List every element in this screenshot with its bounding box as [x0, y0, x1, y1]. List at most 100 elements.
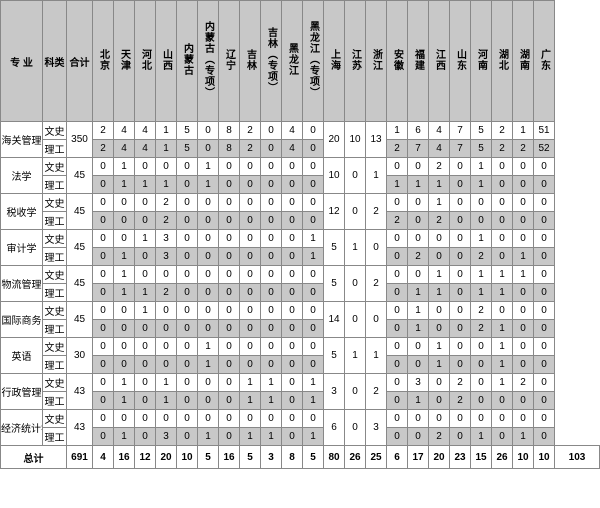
- value-cell: 0: [198, 266, 219, 284]
- value-cell: 1: [198, 176, 219, 194]
- value-cell: 0: [177, 320, 198, 338]
- value-cell: 0: [387, 158, 408, 176]
- value-cell: 0: [282, 356, 303, 374]
- value-cell: 0: [471, 374, 492, 392]
- value-cell: 1: [429, 194, 450, 212]
- value-cell: 0: [219, 410, 240, 428]
- value-cell: 1: [429, 356, 450, 374]
- value-cell: 0: [261, 266, 282, 284]
- value-cell: 0: [219, 212, 240, 230]
- value-cell: 1: [408, 302, 429, 320]
- value-cell: 2: [429, 428, 450, 446]
- value-cell: 0: [471, 356, 492, 374]
- value-cell: 0: [303, 212, 324, 230]
- value-cell: 4: [114, 122, 135, 140]
- value-cell: 0: [240, 158, 261, 176]
- value-cell: 0: [429, 410, 450, 428]
- value-cell: 0: [387, 320, 408, 338]
- value-cell: 3: [156, 428, 177, 446]
- value-cell: 1: [429, 338, 450, 356]
- value-cell: 1: [429, 176, 450, 194]
- value-cell: 0: [282, 392, 303, 410]
- value-cell: 0: [303, 356, 324, 374]
- value-cell: 1: [345, 230, 366, 266]
- grand-total-cell: 20: [156, 446, 177, 469]
- value-cell: 0: [261, 176, 282, 194]
- value-cell: 0: [135, 248, 156, 266]
- value-cell: 2: [471, 248, 492, 266]
- value-cell: 1: [156, 122, 177, 140]
- value-cell: 1: [471, 428, 492, 446]
- header-cell: 辽宁: [219, 1, 240, 122]
- value-cell: 0: [345, 194, 366, 230]
- value-cell: 1: [303, 230, 324, 248]
- value-cell: 2: [429, 158, 450, 176]
- value-cell: 1: [408, 176, 429, 194]
- value-cell: 1: [429, 284, 450, 302]
- value-cell: 0: [219, 284, 240, 302]
- value-cell: 0: [387, 356, 408, 374]
- value-cell: 0: [492, 428, 513, 446]
- value-cell: 0: [282, 230, 303, 248]
- value-cell: 0: [534, 266, 555, 284]
- value-cell: 0: [282, 320, 303, 338]
- header-cell: 吉林（专项）: [261, 1, 282, 122]
- value-cell: 0: [534, 338, 555, 356]
- grand-total-cell: 5: [198, 446, 219, 469]
- value-cell: 0: [366, 230, 387, 266]
- value-cell: 2: [450, 374, 471, 392]
- value-cell: 0: [219, 374, 240, 392]
- value-cell: 1: [261, 392, 282, 410]
- total-cell: 350: [67, 122, 93, 158]
- value-cell: 0: [408, 356, 429, 374]
- subject-cell: 文史: [43, 266, 67, 284]
- value-cell: 0: [135, 410, 156, 428]
- value-cell: 1: [408, 284, 429, 302]
- value-cell: 0: [387, 428, 408, 446]
- major-cell: 审计学: [1, 230, 43, 266]
- value-cell: 0: [240, 230, 261, 248]
- value-cell: 4: [135, 140, 156, 158]
- value-cell: 0: [534, 320, 555, 338]
- grand-total-cell: 6: [387, 446, 408, 469]
- value-cell: 0: [177, 158, 198, 176]
- value-cell: 1: [471, 266, 492, 284]
- value-cell: 1: [114, 248, 135, 266]
- value-cell: 0: [282, 428, 303, 446]
- value-cell: 4: [282, 122, 303, 140]
- value-cell: 0: [219, 320, 240, 338]
- value-cell: 1: [387, 176, 408, 194]
- value-cell: 0: [135, 194, 156, 212]
- value-cell: 0: [219, 428, 240, 446]
- value-cell: 0: [282, 302, 303, 320]
- value-cell: 1: [114, 374, 135, 392]
- value-cell: 1: [156, 140, 177, 158]
- value-cell: 1: [135, 302, 156, 320]
- value-cell: 2: [156, 212, 177, 230]
- header-cell: 北京: [93, 1, 114, 122]
- value-cell: 0: [93, 176, 114, 194]
- header-cell: 江西: [429, 1, 450, 122]
- value-cell: 2: [156, 284, 177, 302]
- header-cell: 湖南: [513, 1, 534, 122]
- value-cell: 0: [261, 320, 282, 338]
- header-cell: 吉林: [240, 1, 261, 122]
- total-cell: 43: [67, 374, 93, 410]
- value-cell: 7: [450, 140, 471, 158]
- header-cell: 专 业: [1, 1, 43, 122]
- value-cell: 0: [450, 356, 471, 374]
- value-cell: 0: [303, 194, 324, 212]
- value-cell: 0: [471, 212, 492, 230]
- value-cell: 1: [513, 122, 534, 140]
- value-cell: 0: [387, 338, 408, 356]
- value-cell: 0: [450, 248, 471, 266]
- value-cell: 0: [387, 374, 408, 392]
- value-cell: 5: [471, 122, 492, 140]
- value-cell: 0: [240, 320, 261, 338]
- grand-total-cell: 5: [240, 446, 261, 469]
- value-cell: 1: [114, 392, 135, 410]
- value-cell: 2: [93, 122, 114, 140]
- value-cell: 0: [219, 158, 240, 176]
- value-cell: 0: [282, 194, 303, 212]
- grand-total-cell: 15: [471, 446, 492, 469]
